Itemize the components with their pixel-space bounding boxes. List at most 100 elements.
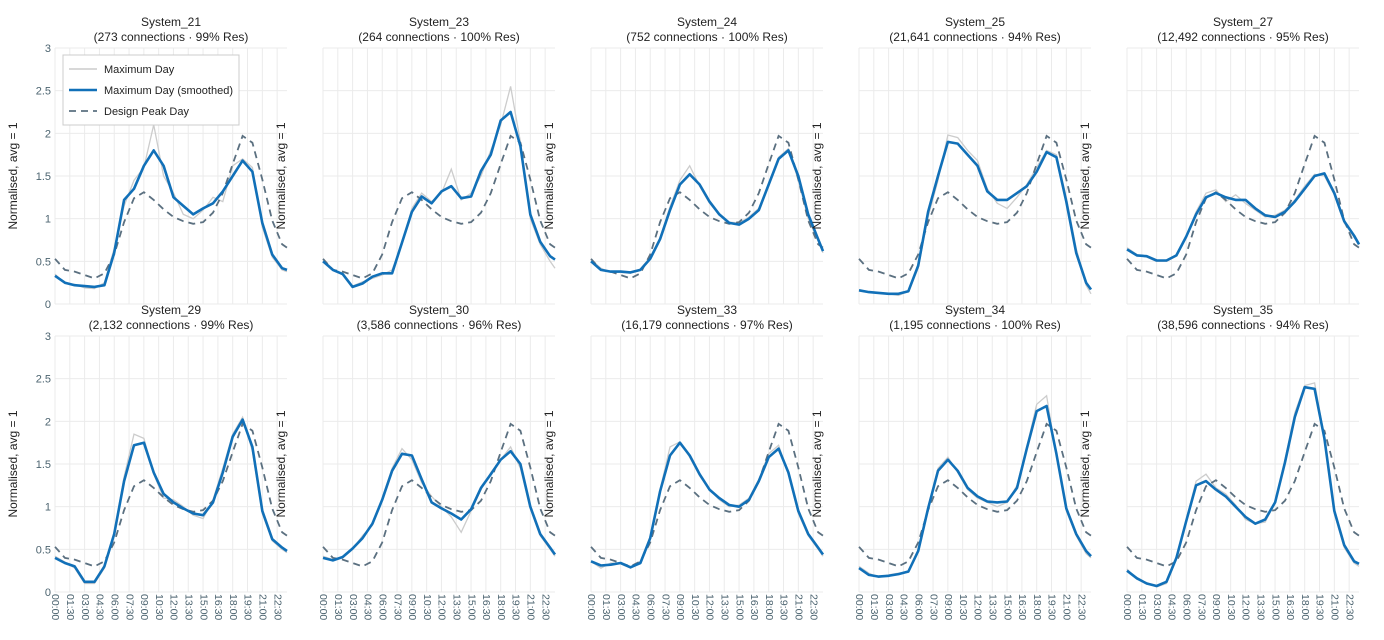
- x-tick-label: 22:30: [539, 594, 551, 620]
- series-design-peak-day: [858, 422, 1092, 568]
- series-design-peak-day: [858, 134, 1092, 280]
- x-tick-label: 06:00: [912, 594, 924, 620]
- x-tick-label: 00:00: [853, 594, 865, 620]
- series-maximum-day: [1126, 173, 1360, 262]
- x-tick-label: 10:30: [421, 594, 433, 620]
- series-maximum-day: [322, 86, 556, 287]
- panel-subtitle: (752 connections · 100% Res): [626, 30, 787, 44]
- series-maximum-day-smoothed: [858, 404, 1092, 578]
- x-tick-label: 04:30: [362, 594, 374, 620]
- x-tick-label: 03:00: [1151, 594, 1163, 620]
- x-tick-label: 06:00: [1180, 594, 1192, 620]
- x-tick-label: 15:00: [1001, 594, 1013, 620]
- x-tick-label: 19:30: [778, 594, 790, 620]
- y-axis-label: Normalised, avg = 1: [810, 122, 824, 229]
- x-tick-label: 21:00: [257, 594, 269, 620]
- x-tick-label: 21:00: [1061, 594, 1073, 620]
- y-axis-label: Normalised, avg = 1: [6, 410, 20, 517]
- x-tick-label: 09:00: [406, 594, 418, 620]
- panel-subtitle: (1,195 connections · 100% Res): [889, 318, 1060, 332]
- panel-title: System_30: [409, 303, 469, 317]
- x-tick-label: 21:00: [525, 594, 537, 620]
- panel-system_34: System_34(1,195 connections · 100% Res) N…: [810, 303, 1092, 620]
- panel-title: System_33: [677, 303, 737, 317]
- series-maximum-day: [54, 124, 288, 290]
- x-tick-label: 00:00: [1121, 594, 1133, 620]
- panel-subtitle: (16,179 connections · 97% Res): [621, 318, 792, 332]
- x-tick-label: 19:30: [1314, 594, 1326, 620]
- x-tick-label: 18:00: [495, 594, 507, 620]
- x-tick-label: 07:30: [659, 594, 671, 620]
- x-tick-label: 16:30: [1016, 594, 1028, 620]
- panel-title: System_25: [945, 15, 1005, 29]
- panel-title: System_34: [945, 303, 1005, 317]
- panel-system_24: System_24(752 connections · 100% Res) Nor…: [542, 15, 825, 305]
- x-tick-label: 01:30: [332, 594, 344, 620]
- x-tick-label: 07:30: [391, 594, 403, 620]
- panel-title: System_23: [409, 15, 469, 29]
- y-axis-label: Normalised, avg = 1: [1078, 122, 1092, 229]
- series-design-peak-day: [590, 134, 824, 280]
- series-maximum-day: [858, 134, 1092, 297]
- x-tick-label: 18:00: [1031, 594, 1043, 620]
- x-tick-label: 10:30: [153, 594, 165, 620]
- x-tick-label: 18:00: [227, 594, 239, 620]
- series-design-peak-day: [54, 134, 288, 280]
- x-tick-label: 12:00: [972, 594, 984, 620]
- series-design-peak-day: [322, 134, 556, 280]
- x-tick-label: 04:30: [630, 594, 642, 620]
- panel-subtitle: (273 connections · 99% Res): [94, 30, 249, 44]
- x-tick-label: 03:00: [883, 594, 895, 620]
- x-tick-label: 15:00: [733, 594, 745, 620]
- panel-subtitle: (12,492 connections · 95% Res): [1157, 30, 1328, 44]
- y-tick-label: 2.5: [36, 374, 51, 386]
- x-tick-label: 00:00: [317, 594, 329, 620]
- x-tick-label: 22:30: [1075, 594, 1087, 620]
- y-tick-label: 0: [45, 299, 51, 311]
- series-maximum-day: [590, 147, 824, 274]
- legend-label: Maximum Day: [104, 64, 175, 76]
- x-tick-label: 19:30: [510, 594, 522, 620]
- panel-title: System_35: [1213, 303, 1273, 317]
- panel-system_29: System_29(2,132 connections · 99% Res) No…: [6, 303, 288, 620]
- y-tick-label: 3: [45, 43, 51, 55]
- x-tick-label: 13:30: [1254, 594, 1266, 620]
- y-axis-label: Normalised, avg = 1: [6, 122, 20, 229]
- series-design-peak-day: [590, 422, 824, 568]
- x-tick-label: 06:00: [108, 594, 120, 620]
- series-design-peak-day: [1126, 134, 1360, 280]
- series-design-peak-day: [1126, 422, 1360, 568]
- gridlines: [54, 335, 287, 593]
- x-tick-label: 22:30: [807, 594, 819, 620]
- y-axis-label: Normalised, avg = 1: [542, 410, 556, 517]
- gridlines: [1126, 47, 1359, 305]
- series-maximum-day-smoothed: [54, 149, 288, 289]
- x-tick-label: 16:30: [748, 594, 760, 620]
- gridlines: [322, 47, 555, 305]
- y-axis-label: Normalised, avg = 1: [542, 122, 556, 229]
- gridlines: [858, 335, 1091, 593]
- y-tick-label: 0.5: [36, 256, 51, 268]
- y-tick-label: 1.5: [36, 171, 51, 183]
- series-maximum-day-smoothed: [1126, 385, 1360, 588]
- y-axis-label: Normalised, avg = 1: [1078, 410, 1092, 517]
- x-tick-label: 12:00: [168, 594, 180, 620]
- x-tick-label: 16:30: [480, 594, 492, 620]
- panel-system_27: System_27(12,492 connections · 95% Res) N…: [1078, 15, 1361, 305]
- x-tick-label: 13:30: [986, 594, 998, 620]
- x-tick-label: 21:00: [793, 594, 805, 620]
- y-tick-label: 2.5: [36, 86, 51, 98]
- gridlines: [590, 47, 823, 305]
- y-axis-label: Normalised, avg = 1: [274, 122, 288, 229]
- y-tick-label: 3: [45, 331, 51, 343]
- x-tick-label: 21:00: [1329, 594, 1341, 620]
- x-tick-label: 00:00: [585, 594, 597, 620]
- x-tick-label: 15:00: [1269, 594, 1281, 620]
- x-tick-label: 01:30: [64, 594, 76, 620]
- x-tick-label: 04:30: [94, 594, 106, 620]
- series-maximum-day-smoothed: [590, 149, 825, 274]
- x-tick-label: 09:00: [674, 594, 686, 620]
- gridlines: [858, 47, 1091, 305]
- x-tick-label: 12:00: [704, 594, 716, 620]
